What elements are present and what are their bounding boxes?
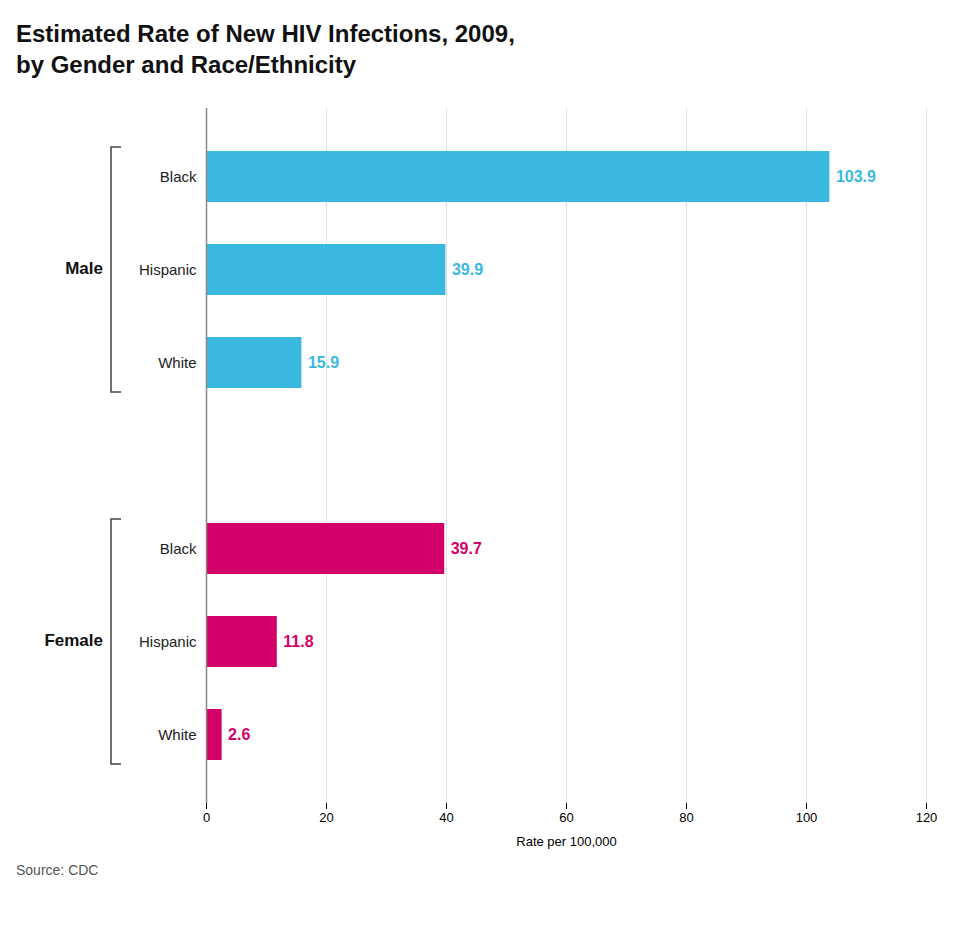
svg-text:120: 120 [916, 810, 938, 825]
svg-text:15.9: 15.9 [308, 354, 339, 371]
html-text:Estimated Rate of New HIV Infe: Estimated Rate of New HIV Infections, 20… [16, 20, 515, 47]
svg-text:Hispanic: Hispanic [139, 261, 197, 278]
svg-text:39.9: 39.9 [452, 261, 483, 278]
svg-text:Rate per 100,000: Rate per 100,000 [516, 834, 616, 849]
html-text:by Gender and Race/Ethnicity: by Gender and Race/Ethnicity [16, 51, 357, 79]
svg-text:20: 20 [319, 810, 333, 825]
svg-text:100: 100 [796, 810, 818, 825]
svg-text:80: 80 [679, 810, 693, 825]
svg-text:60: 60 [559, 810, 573, 825]
svg-text:39.7: 39.7 [451, 540, 482, 557]
svg-text:Hispanic: Hispanic [139, 633, 197, 650]
svg-text:103.9: 103.9 [836, 168, 876, 185]
svg-text:11.8: 11.8 [283, 633, 313, 650]
svg-text:White: White [158, 354, 196, 371]
svg-text:40: 40 [439, 810, 453, 825]
svg-text:Female: Female [44, 631, 103, 650]
svg-text:0: 0 [203, 810, 210, 825]
svg-text:Black: Black [160, 540, 197, 557]
svg-text:Black: Black [160, 168, 197, 185]
svg-text:2.6: 2.6 [228, 726, 250, 743]
svg-text:Male: Male [65, 259, 103, 278]
svg-text:White: White [158, 726, 196, 743]
html-text:Source: CDC: Source: CDC [16, 862, 99, 879]
